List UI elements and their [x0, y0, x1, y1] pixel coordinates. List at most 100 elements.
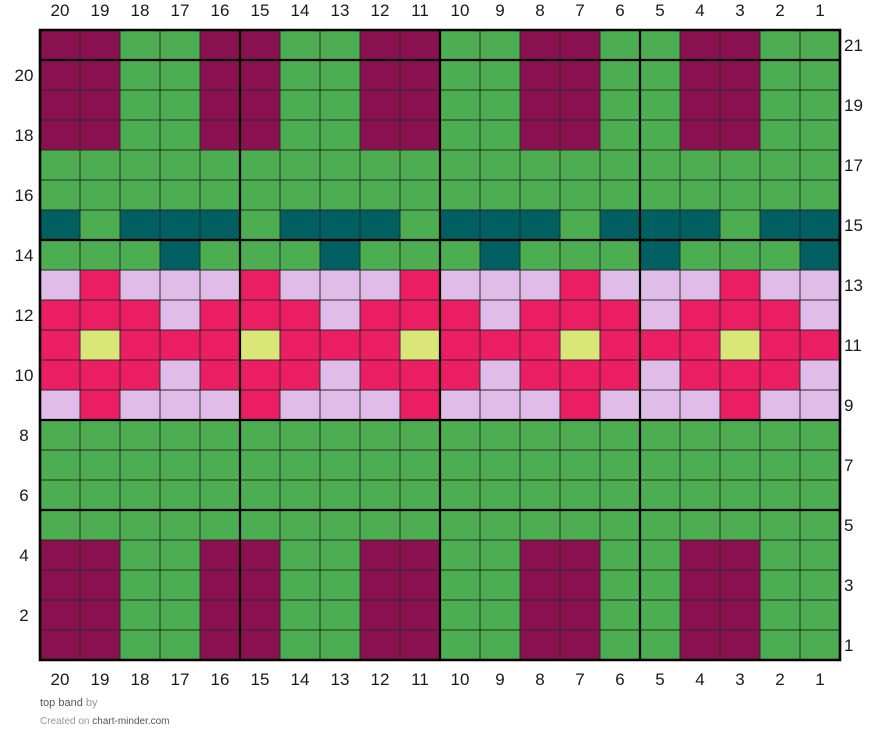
chart-cell	[439, 509, 481, 541]
chart-cell	[399, 59, 441, 91]
column-number: 3	[735, 1, 744, 20]
chart-cell	[559, 329, 601, 361]
chart-cell	[599, 599, 641, 631]
chart-cell	[39, 239, 81, 271]
column-number: 10	[451, 670, 470, 689]
row-number-right: 11	[844, 336, 862, 355]
chart-cell	[199, 509, 241, 541]
chart-cell	[519, 59, 561, 91]
column-number: 13	[331, 670, 350, 689]
chart-cell	[639, 269, 681, 301]
chart-cell	[239, 119, 281, 151]
chart-cell	[119, 509, 161, 541]
chart-cell	[79, 149, 121, 181]
chart-cell	[39, 389, 81, 421]
chart-cell	[519, 419, 561, 451]
chart-cell	[359, 329, 401, 361]
chart-cell	[319, 209, 361, 241]
chart-cell	[319, 239, 361, 271]
row-number-left: 6	[19, 486, 28, 505]
chart-cell	[599, 329, 641, 361]
chart-cell	[599, 479, 641, 511]
chart-cell	[599, 509, 641, 541]
chart-cell	[239, 209, 281, 241]
chart-cell	[199, 419, 241, 451]
chart-cell	[439, 569, 481, 601]
chart-cell	[399, 509, 441, 541]
chart-cell	[319, 179, 361, 211]
column-number: 1	[815, 670, 824, 689]
chart-cell	[79, 449, 121, 481]
chart-cell	[479, 389, 521, 421]
chart-cell	[799, 359, 841, 391]
chart-cell	[359, 359, 401, 391]
chart-cell	[39, 89, 81, 121]
chart-cell	[279, 539, 321, 571]
chart-cell	[519, 539, 561, 571]
chart-cell	[799, 419, 841, 451]
chart-cell	[39, 629, 81, 661]
column-number: 10	[451, 1, 470, 20]
column-number: 13	[331, 1, 350, 20]
chart-cell	[239, 539, 281, 571]
chart-cell	[599, 179, 641, 211]
chart-cell	[159, 569, 201, 601]
chart-cell	[559, 179, 601, 211]
chart-cell	[79, 89, 121, 121]
chart-cell	[119, 359, 161, 391]
chart-cell	[719, 179, 761, 211]
chart-cell	[559, 149, 601, 181]
chart-cell	[439, 239, 481, 271]
chart-cell	[799, 299, 841, 331]
chart-cell	[239, 29, 281, 61]
column-number: 8	[535, 670, 544, 689]
chart-cell	[799, 539, 841, 571]
chart-cell	[439, 419, 481, 451]
chart-cell	[639, 359, 681, 391]
chart-cell	[519, 299, 561, 331]
chart-cell	[79, 59, 121, 91]
chart-cell	[199, 389, 241, 421]
chart-cell	[599, 89, 641, 121]
chart-cell	[519, 359, 561, 391]
chart-cell	[439, 539, 481, 571]
column-number: 16	[211, 1, 230, 20]
chart-cell	[759, 59, 801, 91]
chart-cell	[399, 569, 441, 601]
chart-cell	[639, 119, 681, 151]
chart-cell	[239, 509, 281, 541]
row-number-right: 13	[844, 276, 863, 295]
chart-cell	[759, 329, 801, 361]
chart-cell	[759, 299, 801, 331]
chart-cell	[39, 59, 81, 91]
site-link[interactable]: chart-minder.com	[92, 716, 170, 727]
chart-cell	[559, 389, 601, 421]
chart-cell	[79, 269, 121, 301]
chart-cell	[239, 359, 281, 391]
chart-cell	[279, 509, 321, 541]
chart-cell	[159, 599, 201, 631]
chart-cell	[479, 419, 521, 451]
chart-title-line: top band by	[40, 697, 98, 709]
chart-cell	[519, 239, 561, 271]
chart-cell	[679, 329, 721, 361]
chart-cell	[519, 509, 561, 541]
chart-cell	[799, 239, 841, 271]
chart-cell	[39, 449, 81, 481]
chart-cell	[519, 479, 561, 511]
column-number: 17	[171, 670, 190, 689]
chart-cell	[439, 629, 481, 661]
chart-cell	[599, 569, 641, 601]
chart-cell	[639, 89, 681, 121]
chart-cell	[559, 629, 601, 661]
chart-cell	[519, 89, 561, 121]
column-number: 6	[615, 670, 624, 689]
chart-cell	[559, 359, 601, 391]
chart-cell	[359, 239, 401, 271]
chart-cell	[439, 209, 481, 241]
column-number: 5	[655, 1, 664, 20]
chart-cell	[199, 569, 241, 601]
column-number: 7	[575, 670, 584, 689]
chart-cell	[559, 479, 601, 511]
chart-cell	[119, 149, 161, 181]
